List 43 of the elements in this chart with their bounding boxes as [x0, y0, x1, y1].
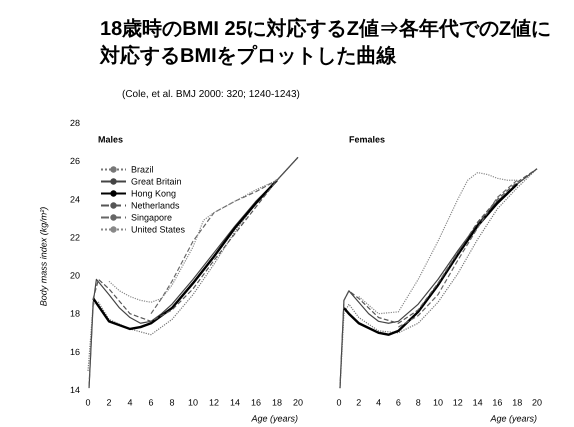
- text: (Cole, et al. BMJ 2000: 320; 1240-1243): [122, 89, 300, 100]
- x-tick-label: 6: [396, 398, 401, 408]
- y-tick-label: 28: [70, 118, 80, 128]
- legend-label: Brazil: [131, 164, 154, 174]
- x-tick-label: 8: [416, 398, 421, 408]
- legend-label: Netherlands: [131, 200, 180, 210]
- y-tick-label: 22: [70, 232, 80, 242]
- x-tick-label: 18: [272, 398, 282, 408]
- x-tick-label: 16: [492, 398, 502, 408]
- x-tick-label: 16: [250, 398, 262, 408]
- y-tick-label: 26: [70, 156, 80, 166]
- x-tick-label: 2: [106, 398, 112, 408]
- x-tick-label: 4: [376, 398, 382, 408]
- x-tick-label: 10: [188, 398, 198, 408]
- chart-title: 18歳時のBMI 25に対応するZ値⇒各年代でのZ値に対応するBMIをプロットした曲線: [100, 16, 552, 69]
- y-axis-title: Body mass index (kg/m²): [38, 206, 48, 306]
- x-tick-label: 20: [292, 398, 304, 408]
- y-tick-label: 24: [70, 194, 80, 204]
- text: Females: [349, 134, 386, 144]
- x-tick-label: 10: [432, 398, 444, 408]
- x-tick-label: 8: [169, 398, 175, 408]
- legend-label: United States: [131, 224, 186, 234]
- x-tick-label: 18: [512, 398, 522, 408]
- x-axis-title: Age (years): [250, 414, 298, 424]
- x-tick-label: 4: [127, 398, 133, 408]
- legend-label: Singapore: [131, 212, 172, 222]
- y-tick-label: 20: [70, 270, 80, 281]
- x-tick-label: 12: [208, 398, 220, 408]
- x-tick-label: 0: [85, 398, 91, 408]
- x-tick-label: 14: [472, 398, 483, 408]
- legend-label: Great Britain: [131, 176, 182, 186]
- x-tick-label: 6: [148, 398, 154, 408]
- y-tick-label: 18: [70, 308, 80, 319]
- x-tick-label: 12: [452, 398, 463, 408]
- text: Males: [98, 134, 124, 144]
- x-axis-title: Age (years): [489, 414, 537, 424]
- x-tick-label: 14: [230, 398, 240, 408]
- x-tick-label: 2: [356, 398, 362, 408]
- legend-label: Hong Kong: [131, 188, 176, 198]
- x-tick-label: 20: [532, 398, 542, 408]
- y-tick-label: 14: [70, 385, 80, 395]
- x-tick-label: 0: [336, 398, 342, 408]
- y-tick-label: 16: [70, 346, 80, 357]
